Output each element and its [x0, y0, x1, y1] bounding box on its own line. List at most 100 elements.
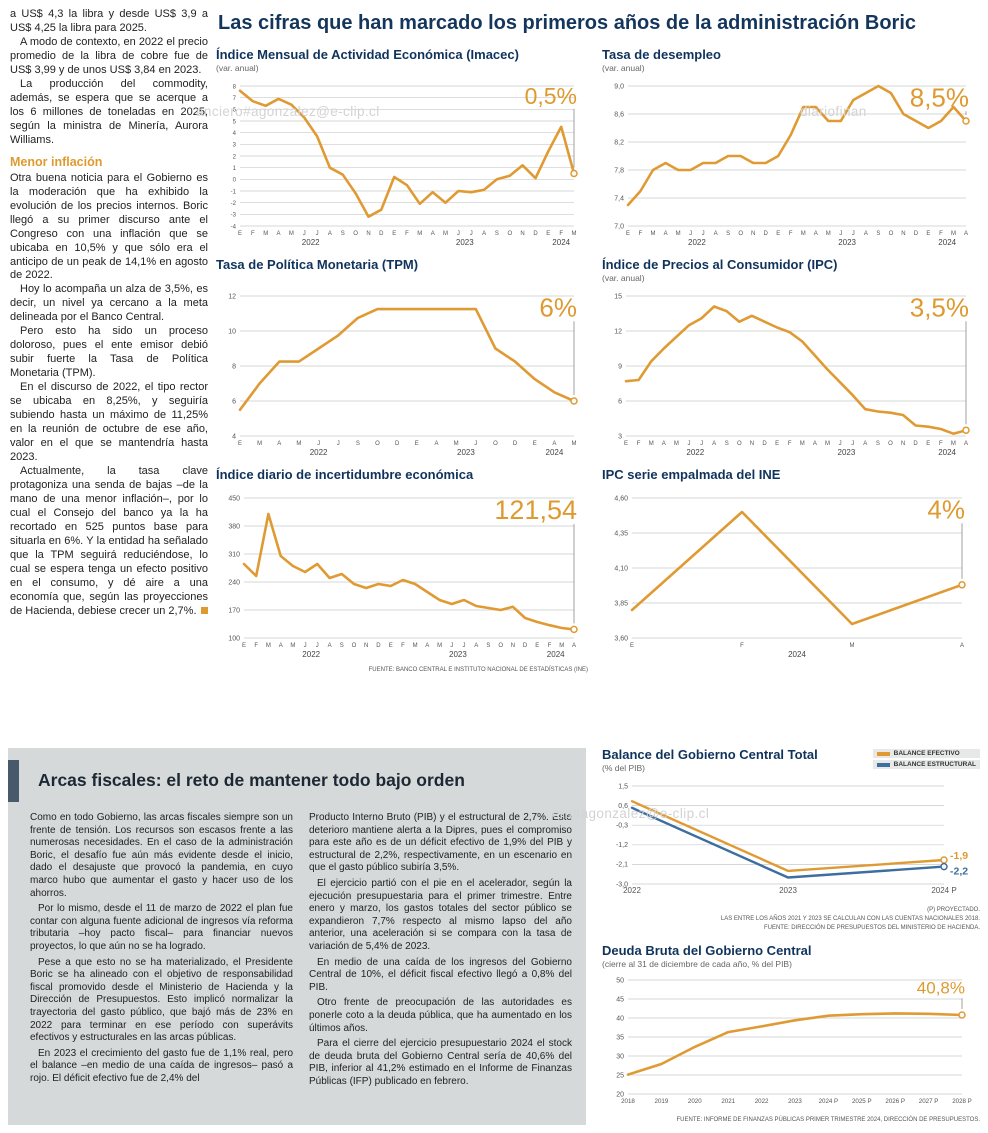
svg-text:5: 5: [233, 119, 237, 125]
svg-text:N: N: [366, 231, 370, 237]
chart-card-tpm: Tasa de Política Monetaria (TPM) 12 10 8 6 4…: [216, 257, 588, 463]
copper-inflation-article: a US$ 4,3 la libra y desde US$ 3,9 a US$…: [10, 8, 208, 619]
svg-text:7,8: 7,8: [614, 167, 624, 174]
source-note: FUENTE: BANCO CENTRAL E INSTITUTO NACION…: [368, 667, 588, 673]
svg-text:2: 2: [233, 154, 237, 160]
svg-text:S: S: [341, 231, 345, 237]
svg-text:7,4: 7,4: [614, 195, 624, 202]
legend-swatch-estructural: [876, 762, 890, 767]
source-note: FUENTE: INFORME DE FINANZAS PÚBLICAS PRI…: [676, 1117, 981, 1123]
article-paragraph: Actualmente, la tasa clave protagoniza u…: [10, 465, 208, 619]
svg-text:2022: 2022: [623, 886, 641, 895]
svg-text:F: F: [788, 441, 792, 447]
source-note: LAS ENTRE LOS AÑOS 2021 Y 2023 SE CALCUL…: [720, 916, 980, 923]
svg-text:A: A: [328, 231, 332, 237]
svg-text:25: 25: [616, 1072, 624, 1079]
svg-text:N: N: [520, 231, 524, 237]
svg-text:-1,2: -1,2: [616, 842, 628, 849]
svg-text:4: 4: [233, 131, 237, 137]
article-paragraph: Otra buena noticia para el Gobierno es l…: [10, 171, 208, 282]
svg-text:D: D: [762, 441, 767, 447]
svg-text:F: F: [254, 643, 258, 649]
svg-text:M: M: [951, 231, 956, 237]
chart-card-deuda: Deuda Bruta del Gobierno Central (cierre…: [602, 943, 981, 1124]
svg-text:35: 35: [616, 1034, 624, 1041]
article-paragraph: En medio de una caída de los ingresos de…: [309, 956, 572, 993]
svg-text:J: J: [316, 643, 319, 649]
svg-text:2019: 2019: [655, 1098, 669, 1105]
svg-text:6%: 6%: [539, 292, 577, 322]
fiscal-article-title: Arcas fiscales: el reto de mantener todo…: [38, 770, 465, 790]
svg-text:0: 0: [233, 178, 237, 184]
svg-text:2023: 2023: [779, 886, 797, 895]
svg-text:S: S: [356, 441, 360, 447]
fiscal-column-1: Como en todo Gobierno, las arcas fiscale…: [30, 812, 293, 1091]
article-paragraph: Para el cierre del ejercicio presupuesta…: [309, 1038, 572, 1087]
svg-text:N: N: [901, 231, 905, 237]
svg-text:M: M: [676, 231, 681, 237]
legend-swatch-efectivo: [876, 751, 890, 756]
chart-title: Índice diario de incertidumbre económica: [216, 467, 474, 482]
chart-header: Tasa de Política Monetaria (TPM): [216, 257, 588, 288]
legend-label: BALANCE EFECTIVO: [893, 750, 960, 757]
svg-text:J: J: [303, 231, 306, 237]
svg-text:M: M: [850, 643, 855, 649]
svg-text:D: D: [379, 231, 384, 237]
svg-text:M: M: [454, 441, 459, 447]
svg-text:E: E: [392, 231, 396, 237]
svg-text:J: J: [463, 643, 466, 649]
chart-header: Índice de Precios al Consumidor (IPC) (v…: [602, 257, 980, 288]
svg-text:3,85: 3,85: [614, 600, 628, 607]
article-paragraph: Producto Interno Bruto (PIB) y el estruc…: [309, 812, 572, 874]
svg-text:3,60: 3,60: [614, 635, 628, 642]
svg-text:M: M: [437, 643, 442, 649]
svg-text:A: A: [425, 643, 429, 649]
article-paragraph: El ejercicio partió con el pie en el ace…: [309, 877, 572, 952]
svg-text:J: J: [700, 441, 703, 447]
svg-text:2028 P: 2028 P: [952, 1098, 972, 1105]
svg-text:D: D: [395, 441, 400, 447]
fiscal-column-2: Producto Interno Bruto (PIB) y el estruc…: [309, 812, 572, 1091]
svg-text:A: A: [328, 643, 332, 649]
svg-text:E: E: [242, 643, 246, 649]
article-paragraph: La producción del commodity, además, se …: [10, 77, 208, 146]
chart-card-incertidumbre: Índice diario de incertidumbre económica…: [216, 467, 588, 674]
svg-text:A: A: [434, 441, 438, 447]
svg-text:8,6: 8,6: [614, 111, 624, 118]
svg-text:F: F: [401, 643, 405, 649]
svg-text:E: E: [546, 231, 550, 237]
svg-text:10: 10: [228, 328, 236, 335]
svg-text:240: 240: [228, 579, 240, 586]
svg-text:E: E: [533, 441, 537, 447]
svg-text:M: M: [417, 231, 422, 237]
incertidumbre-line-chart: 450 380 310 240 170 100 E F M A M J J A S O N D E F M A M J J A S O…: [216, 490, 588, 665]
svg-text:2023: 2023: [456, 238, 474, 247]
chart-card-imacec: Índice Mensual de Actividad Económica (I…: [216, 47, 588, 253]
svg-text:4%: 4%: [927, 494, 965, 524]
svg-text:-3: -3: [231, 213, 237, 219]
svg-text:E: E: [238, 231, 242, 237]
svg-text:E: E: [775, 441, 779, 447]
svg-text:F: F: [559, 231, 563, 237]
svg-text:S: S: [876, 441, 880, 447]
svg-text:9: 9: [618, 363, 622, 370]
chart-header: IPC serie empalmada del INE: [602, 467, 980, 490]
svg-text:-1: -1: [231, 189, 237, 195]
svg-text:4,35: 4,35: [614, 530, 628, 537]
svg-text:D: D: [533, 231, 538, 237]
svg-text:N: N: [364, 643, 368, 649]
svg-text:F: F: [637, 441, 641, 447]
source-note: (P) PROYECTADO.: [927, 907, 980, 913]
svg-text:S: S: [726, 231, 730, 237]
svg-text:O: O: [498, 643, 503, 649]
svg-text:N: N: [750, 441, 754, 447]
svg-text:7,0: 7,0: [614, 223, 624, 230]
chart-subtitle: (% del PIB): [602, 763, 645, 774]
legend-label: BALANCE ESTRUCTURAL: [893, 761, 976, 768]
svg-text:O: O: [889, 231, 894, 237]
svg-text:F: F: [740, 643, 744, 649]
chart-title: Tasa de desempleo: [602, 47, 721, 62]
chart-legend: BALANCE EFECTIVO BALANCE ESTRUCTURAL: [872, 749, 980, 771]
svg-text:8: 8: [233, 84, 237, 90]
chart-title: Balance del Gobierno Central Total: [602, 747, 818, 762]
